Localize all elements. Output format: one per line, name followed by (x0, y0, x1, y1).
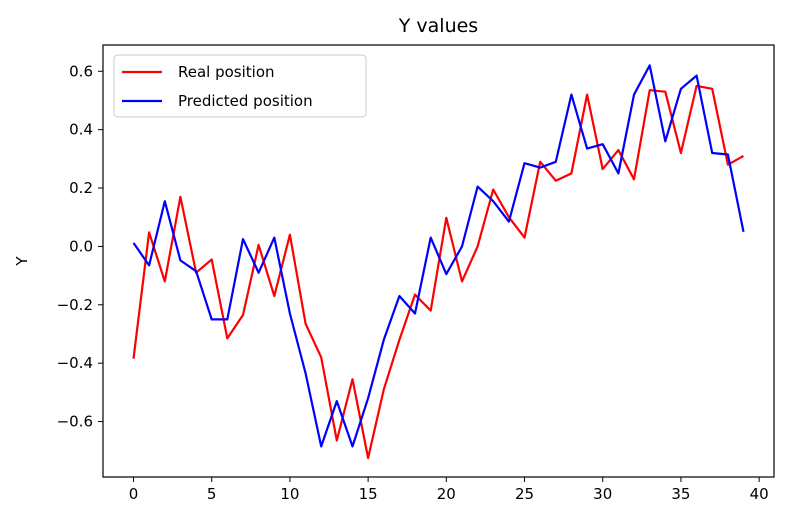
y-tick-label: −0.6 (57, 413, 93, 431)
series-layer (132, 64, 745, 460)
y-tick-label: −0.4 (57, 354, 93, 372)
y-tick-label: 0.2 (69, 179, 93, 197)
legend-label: Real position (178, 63, 275, 81)
x-tick-label: 40 (750, 485, 769, 503)
y-tick-label: 0.4 (69, 121, 93, 139)
legend: Real position Predicted position (113, 54, 367, 118)
y-tick-label: 0.0 (69, 237, 93, 255)
x-tick-label: 0 (129, 485, 139, 503)
chart-title: Y values (398, 15, 478, 37)
series-line-real-position (132, 84, 745, 460)
legend-box (113, 54, 367, 118)
x-tick-label: 5 (207, 485, 217, 503)
legend-label: Predicted position (178, 92, 313, 110)
x-axis: 0 5 10 15 20 25 30 35 40 (129, 477, 769, 503)
plot-frame (102, 44, 775, 478)
x-tick-label: 35 (671, 485, 690, 503)
x-tick-label: 15 (359, 485, 378, 503)
x-tick-label: 30 (593, 485, 612, 503)
series-line-predicted-position (132, 64, 745, 448)
x-tick-label: 25 (515, 485, 534, 503)
y-axis: −0.6 −0.4 −0.2 0.0 0.2 0.4 0.6 (57, 62, 103, 431)
x-tick-label: 10 (280, 485, 299, 503)
y-axis-label: Y (13, 256, 31, 267)
y-tick-label: 0.6 (69, 62, 93, 80)
y-tick-label: −0.2 (57, 296, 93, 314)
x-tick-label: 20 (437, 485, 456, 503)
